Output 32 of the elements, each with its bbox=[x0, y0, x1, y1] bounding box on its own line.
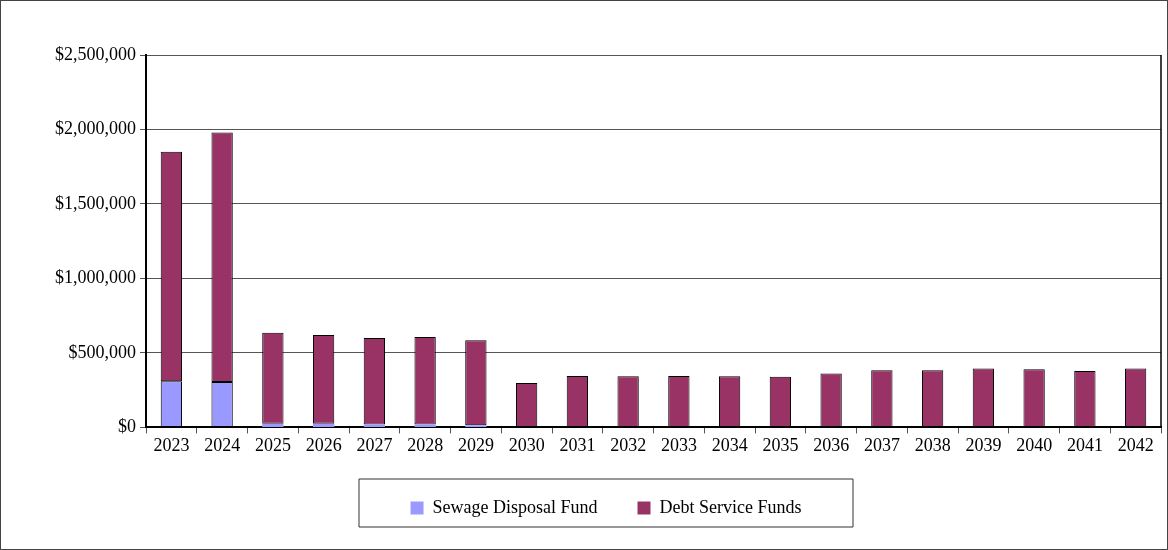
x-tick-label: 2039 bbox=[965, 434, 1002, 455]
x-tick-label: 2024 bbox=[204, 434, 241, 455]
x-tick-label: 2032 bbox=[610, 434, 647, 455]
x-tick-label: 2042 bbox=[1117, 434, 1154, 455]
x-tick-label: 2038 bbox=[914, 434, 951, 455]
x-tick-label: 2028 bbox=[407, 434, 444, 455]
x-tick-label: 2037 bbox=[863, 434, 900, 455]
x-tick-label: 2027 bbox=[356, 434, 393, 455]
x-tick-label: 2023 bbox=[153, 434, 190, 455]
x-tick-label: 2036 bbox=[813, 434, 850, 455]
y-tick-label: $0 bbox=[118, 416, 136, 437]
legend-label: Sewage Disposal Fund bbox=[432, 496, 598, 517]
y-tick-label: $2,500,000 bbox=[55, 43, 136, 64]
legend-label: Debt Service Funds bbox=[659, 496, 802, 517]
x-tick-label: 2035 bbox=[762, 434, 799, 455]
x-tick-label: 2040 bbox=[1016, 434, 1053, 455]
x-tick-label: 2041 bbox=[1066, 434, 1103, 455]
bar bbox=[363, 424, 386, 427]
y-tick-label: $1,000,000 bbox=[55, 267, 136, 288]
bar bbox=[312, 423, 335, 427]
x-tick-label: 2034 bbox=[711, 434, 748, 455]
x-tick-label: 2025 bbox=[254, 434, 291, 455]
y-tick-label: $2,000,000 bbox=[55, 118, 136, 139]
x-tick-label: 2033 bbox=[660, 434, 697, 455]
bar bbox=[262, 423, 284, 427]
bar bbox=[414, 424, 436, 427]
x-tick-label: 2026 bbox=[305, 434, 342, 455]
x-tick-label: 2030 bbox=[508, 434, 545, 455]
x-tick-label: 2029 bbox=[457, 434, 494, 455]
y-tick-label: $500,000 bbox=[68, 341, 136, 362]
x-tick-label: 2031 bbox=[559, 434, 596, 455]
y-tick-label: $1,500,000 bbox=[55, 192, 136, 213]
